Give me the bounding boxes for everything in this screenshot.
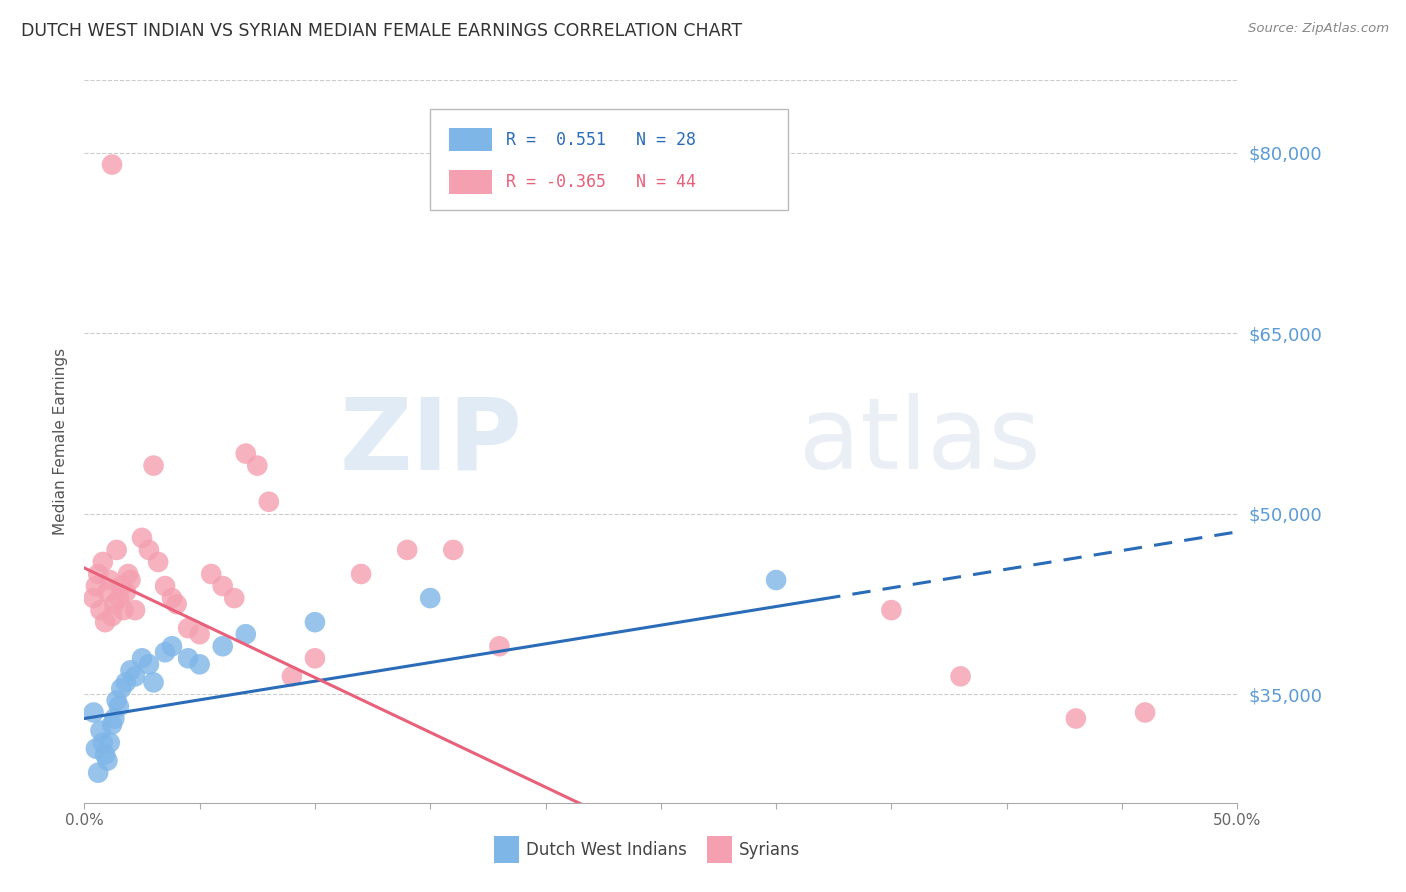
Text: R =  0.551   N = 28: R = 0.551 N = 28 (506, 130, 696, 149)
Point (112, 603, 135, 617)
Point (94, 747, 117, 762)
Point (115, 585, 138, 599)
Point (200, 567, 222, 582)
Point (87, 567, 110, 582)
Point (131, 531, 153, 545)
Text: DUTCH WEST INDIAN VS SYRIAN MEDIAN FEMALE EARNINGS CORRELATION CHART: DUTCH WEST INDIAN VS SYRIAN MEDIAN FEMAL… (21, 22, 742, 40)
Point (91, 555, 114, 569)
Point (96, 585, 118, 599)
Point (177, 651, 200, 665)
Point (1064, 712, 1087, 726)
Point (235, 627, 257, 641)
Point (103, 597, 125, 611)
Point (153, 579, 176, 593)
Point (419, 591, 441, 605)
Point (96, 754, 118, 768)
Bar (449, 128, 492, 151)
Point (177, 621, 200, 635)
Point (142, 675, 165, 690)
Point (160, 639, 183, 653)
Point (83, 706, 105, 720)
Point (246, 458, 269, 473)
Point (488, 639, 510, 653)
Point (188, 657, 211, 672)
Point (115, 675, 138, 690)
Point (101, 609, 124, 624)
Point (98, 735, 121, 749)
Point (142, 458, 165, 473)
Point (84, 741, 107, 756)
Point (166, 597, 188, 611)
Point (101, 157, 124, 171)
Point (281, 669, 304, 683)
Point (108, 591, 131, 605)
Point (84, 579, 107, 593)
Point (91, 735, 114, 749)
Point (120, 664, 142, 678)
Point (94, 615, 117, 630)
Point (880, 603, 903, 617)
Text: Syrians: Syrians (740, 841, 800, 859)
Text: atlas: atlas (799, 393, 1040, 490)
Bar (494, 836, 519, 863)
Point (87, 765, 110, 780)
Bar (449, 170, 492, 194)
Point (211, 579, 233, 593)
Point (89, 603, 111, 617)
Point (304, 615, 326, 630)
Point (131, 651, 153, 665)
Point (949, 669, 972, 683)
Point (89, 723, 111, 738)
Point (350, 567, 373, 582)
Point (211, 639, 233, 653)
Point (124, 669, 146, 683)
Point (146, 555, 169, 569)
Point (101, 717, 124, 731)
Point (110, 681, 132, 696)
Text: R = -0.365   N = 44: R = -0.365 N = 44 (506, 173, 696, 191)
Point (108, 699, 131, 714)
Point (83, 591, 105, 605)
Point (1133, 706, 1156, 720)
Point (257, 494, 280, 508)
FancyBboxPatch shape (430, 109, 787, 211)
Point (110, 579, 132, 593)
Point (98, 573, 121, 587)
Point (304, 651, 326, 665)
Point (441, 542, 464, 557)
Point (103, 712, 125, 726)
Point (105, 693, 128, 707)
Bar (707, 836, 733, 863)
Point (224, 591, 246, 605)
Point (124, 603, 146, 617)
Point (188, 627, 211, 641)
Point (105, 542, 128, 557)
Y-axis label: Median Female Earnings: Median Female Earnings (53, 348, 69, 535)
Point (235, 446, 257, 460)
Point (160, 591, 183, 605)
Point (765, 573, 787, 587)
Point (120, 573, 142, 587)
Point (153, 645, 176, 659)
Point (117, 567, 139, 582)
Point (138, 542, 160, 557)
Text: Dutch West Indians: Dutch West Indians (526, 841, 686, 859)
Text: Source: ZipAtlas.com: Source: ZipAtlas.com (1249, 22, 1389, 36)
Point (396, 542, 419, 557)
Point (138, 657, 160, 672)
Text: ZIP: ZIP (340, 393, 523, 490)
